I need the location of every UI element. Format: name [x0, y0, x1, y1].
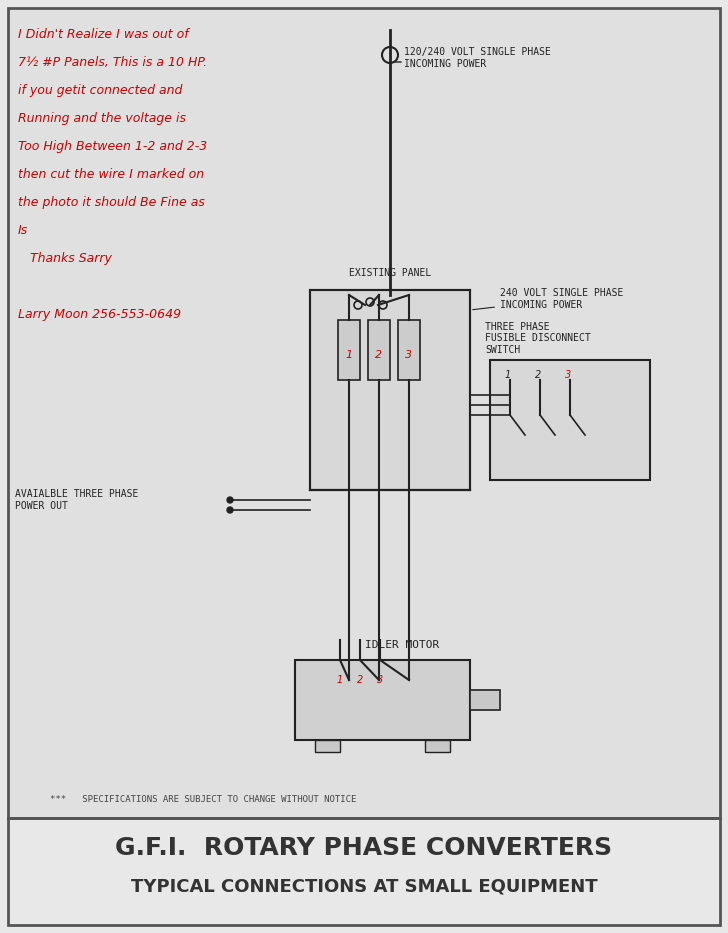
- Text: Running and the voltage is: Running and the voltage is: [18, 112, 186, 125]
- Bar: [8, 818, 720, 925]
- Text: 3: 3: [405, 350, 413, 360]
- Text: 1: 1: [346, 350, 352, 360]
- Bar: [8, 8, 720, 818]
- Text: Is: Is: [18, 224, 28, 237]
- Text: 2: 2: [357, 675, 363, 685]
- Bar: [368, 320, 390, 380]
- Text: 1: 1: [505, 370, 511, 380]
- Text: EXISTING PANEL: EXISTING PANEL: [349, 268, 431, 278]
- Text: if you getit connected and: if you getit connected and: [18, 84, 183, 97]
- Text: ***   SPECIFICATIONS ARE SUBJECT TO CHANGE WITHOUT NOTICE: *** SPECIFICATIONS ARE SUBJECT TO CHANGE…: [50, 796, 357, 804]
- Bar: [470, 690, 500, 710]
- Bar: [295, 660, 470, 740]
- Text: THREE PHASE
FUSIBLE DISCONNECT
SWITCH: THREE PHASE FUSIBLE DISCONNECT SWITCH: [485, 322, 590, 355]
- Circle shape: [227, 507, 233, 513]
- Text: 3: 3: [565, 370, 571, 380]
- Bar: [315, 740, 340, 752]
- Text: 3: 3: [377, 675, 383, 685]
- Bar: [425, 740, 450, 752]
- Text: 240 VOLT SINGLE PHASE
INCOMING POWER: 240 VOLT SINGLE PHASE INCOMING POWER: [472, 288, 623, 310]
- Text: G.F.I.  ROTARY PHASE CONVERTERS: G.F.I. ROTARY PHASE CONVERTERS: [116, 836, 612, 860]
- Text: 1: 1: [337, 675, 343, 685]
- Text: IDLER MOTOR: IDLER MOTOR: [365, 640, 439, 650]
- Bar: [398, 320, 420, 380]
- Bar: [338, 320, 360, 380]
- Text: AVAIALBLE THREE PHASE
POWER OUT: AVAIALBLE THREE PHASE POWER OUT: [15, 489, 138, 510]
- Text: then cut the wire I marked on: then cut the wire I marked on: [18, 168, 204, 181]
- Text: Larry Moon 256-553-0649: Larry Moon 256-553-0649: [18, 308, 181, 321]
- Text: Thanks Sarry: Thanks Sarry: [18, 252, 112, 265]
- Text: the photo it should Be Fine as: the photo it should Be Fine as: [18, 196, 205, 209]
- Text: 120/240 VOLT SINGLE PHASE
INCOMING POWER: 120/240 VOLT SINGLE PHASE INCOMING POWER: [404, 48, 551, 69]
- Text: I Didn't Realize I was out of: I Didn't Realize I was out of: [18, 28, 189, 41]
- Text: Too High Between 1-2 and 2-3: Too High Between 1-2 and 2-3: [18, 140, 207, 153]
- Text: TYPICAL CONNECTIONS AT SMALL EQUIPMENT: TYPICAL CONNECTIONS AT SMALL EQUIPMENT: [131, 877, 597, 895]
- Bar: [490, 360, 650, 480]
- Text: 7½ #P Panels, This is a 10 HP.: 7½ #P Panels, This is a 10 HP.: [18, 56, 207, 69]
- Text: 2: 2: [376, 350, 382, 360]
- Bar: [310, 290, 470, 490]
- Text: 2: 2: [535, 370, 541, 380]
- Circle shape: [227, 497, 233, 503]
